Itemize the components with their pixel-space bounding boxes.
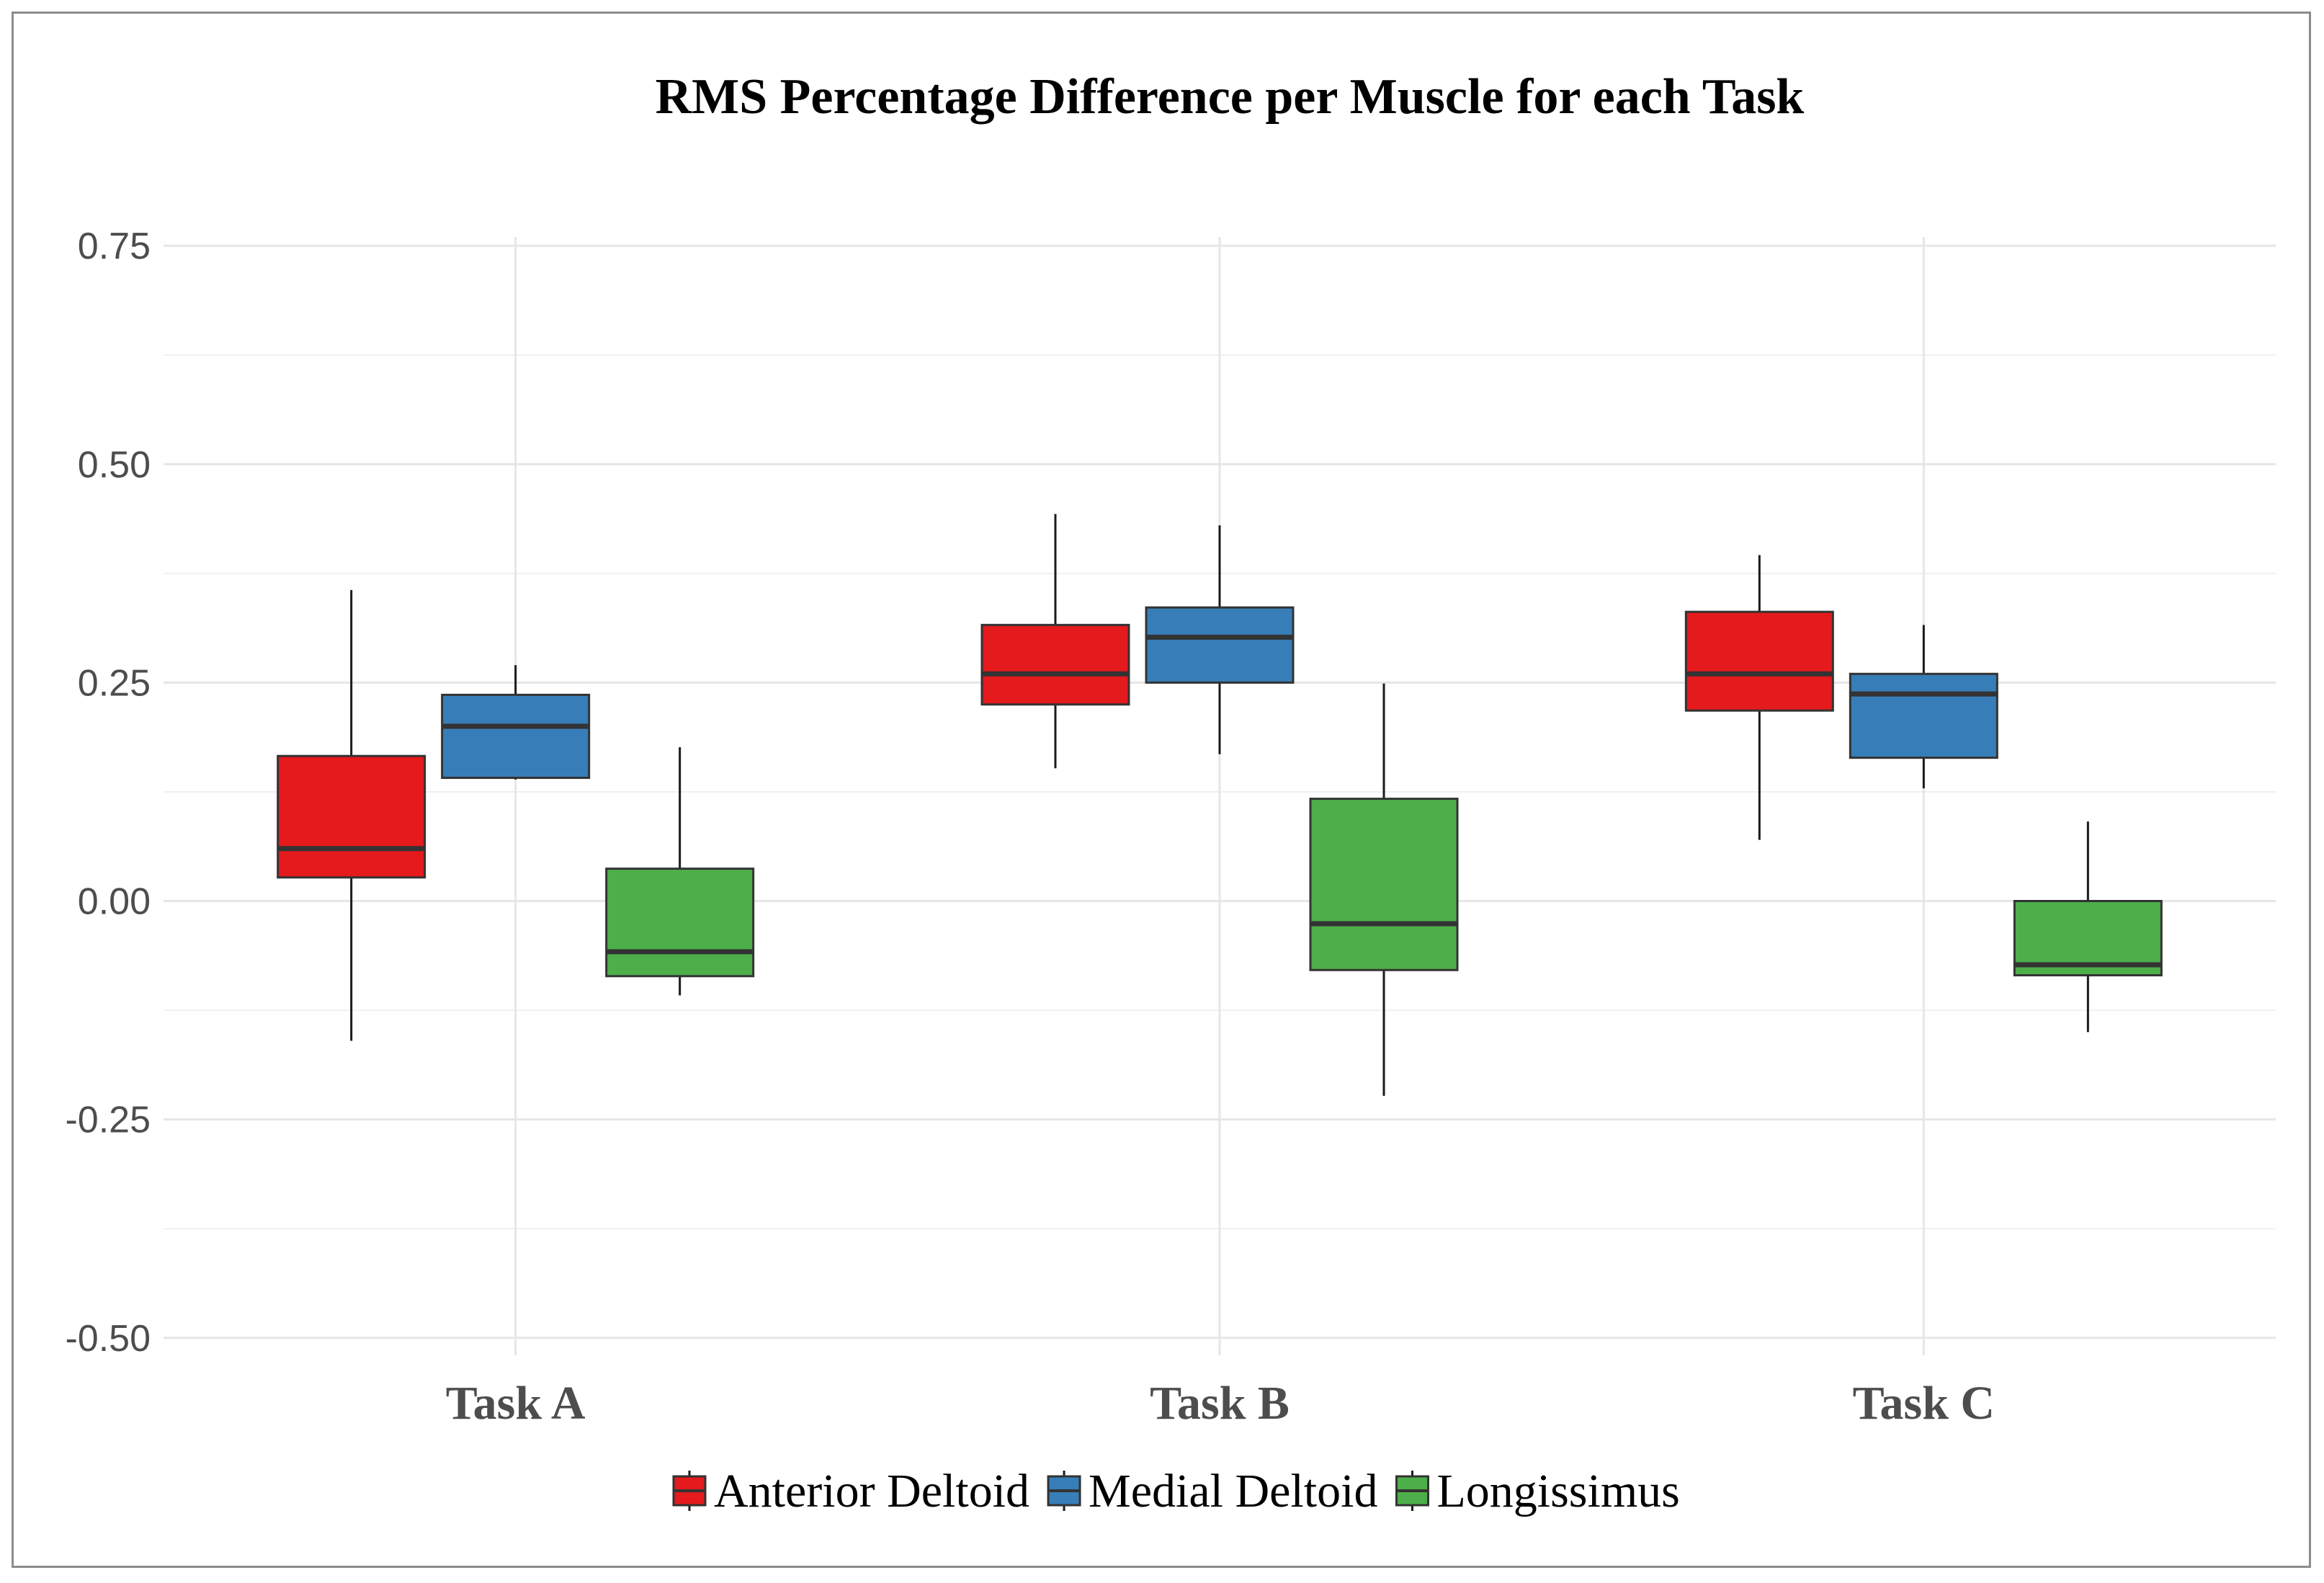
y-tick-label: -0.25 xyxy=(65,1100,151,1141)
y-tick-label: -0.50 xyxy=(65,1318,151,1360)
y-tick-label: 0.00 xyxy=(78,881,151,923)
grid xyxy=(164,237,2276,1355)
x-tick-label: Task A xyxy=(446,1377,586,1430)
box-medial-deltoid xyxy=(441,665,591,780)
box-series xyxy=(277,514,2163,1096)
iqr-box xyxy=(1684,610,1834,712)
iqr-box xyxy=(1849,672,1998,759)
iqr-box xyxy=(980,623,1130,706)
box-longissimus xyxy=(605,747,755,996)
box-medial-deltoid xyxy=(1145,525,1295,754)
y-tick-label: 0.25 xyxy=(78,662,151,704)
legend-label: Longissimus xyxy=(1436,1465,1679,1517)
legend-item: Anterior Deltoid xyxy=(672,1465,1029,1517)
iqr-box xyxy=(441,693,591,780)
y-tick-label: 0.50 xyxy=(78,444,151,486)
iqr-box xyxy=(1145,606,1295,684)
chart-title: RMS Percentage Difference per Muscle for… xyxy=(656,69,1805,125)
box-anterior-deltoid xyxy=(980,514,1130,769)
box-medial-deltoid xyxy=(1849,625,1998,789)
legend-item: Longissimus xyxy=(1395,1465,1680,1517)
y-tick-label: 0.75 xyxy=(78,226,151,267)
box-anterior-deltoid xyxy=(277,589,426,1041)
box-longissimus xyxy=(1309,683,1459,1096)
box-anterior-deltoid xyxy=(1684,555,1834,840)
iqr-box xyxy=(1309,798,1459,971)
legend-item: Medial Deltoid xyxy=(1047,1465,1377,1517)
y-axis: -0.50 -0.25 0.00 0.25 0.50 0.75 xyxy=(65,226,151,1360)
box-longissimus xyxy=(2013,821,2163,1033)
iqr-box xyxy=(277,754,426,879)
legend-label: Anterior Deltoid xyxy=(714,1465,1029,1517)
x-tick-label: Task C xyxy=(1853,1377,1995,1430)
x-tick-label: Task B xyxy=(1150,1377,1290,1430)
legend: Anterior Deltoid Medial Deltoid Longissimu… xyxy=(672,1465,1680,1517)
legend-label: Medial Deltoid xyxy=(1089,1465,1377,1517)
x-axis: Task A Task B Task C xyxy=(446,1377,1995,1430)
boxplot-chart: RMS Percentage Difference per Muscle for… xyxy=(65,69,2276,1517)
chart-frame: RMS Percentage Difference per Muscle for… xyxy=(12,12,2311,1568)
iqr-box xyxy=(605,868,755,978)
